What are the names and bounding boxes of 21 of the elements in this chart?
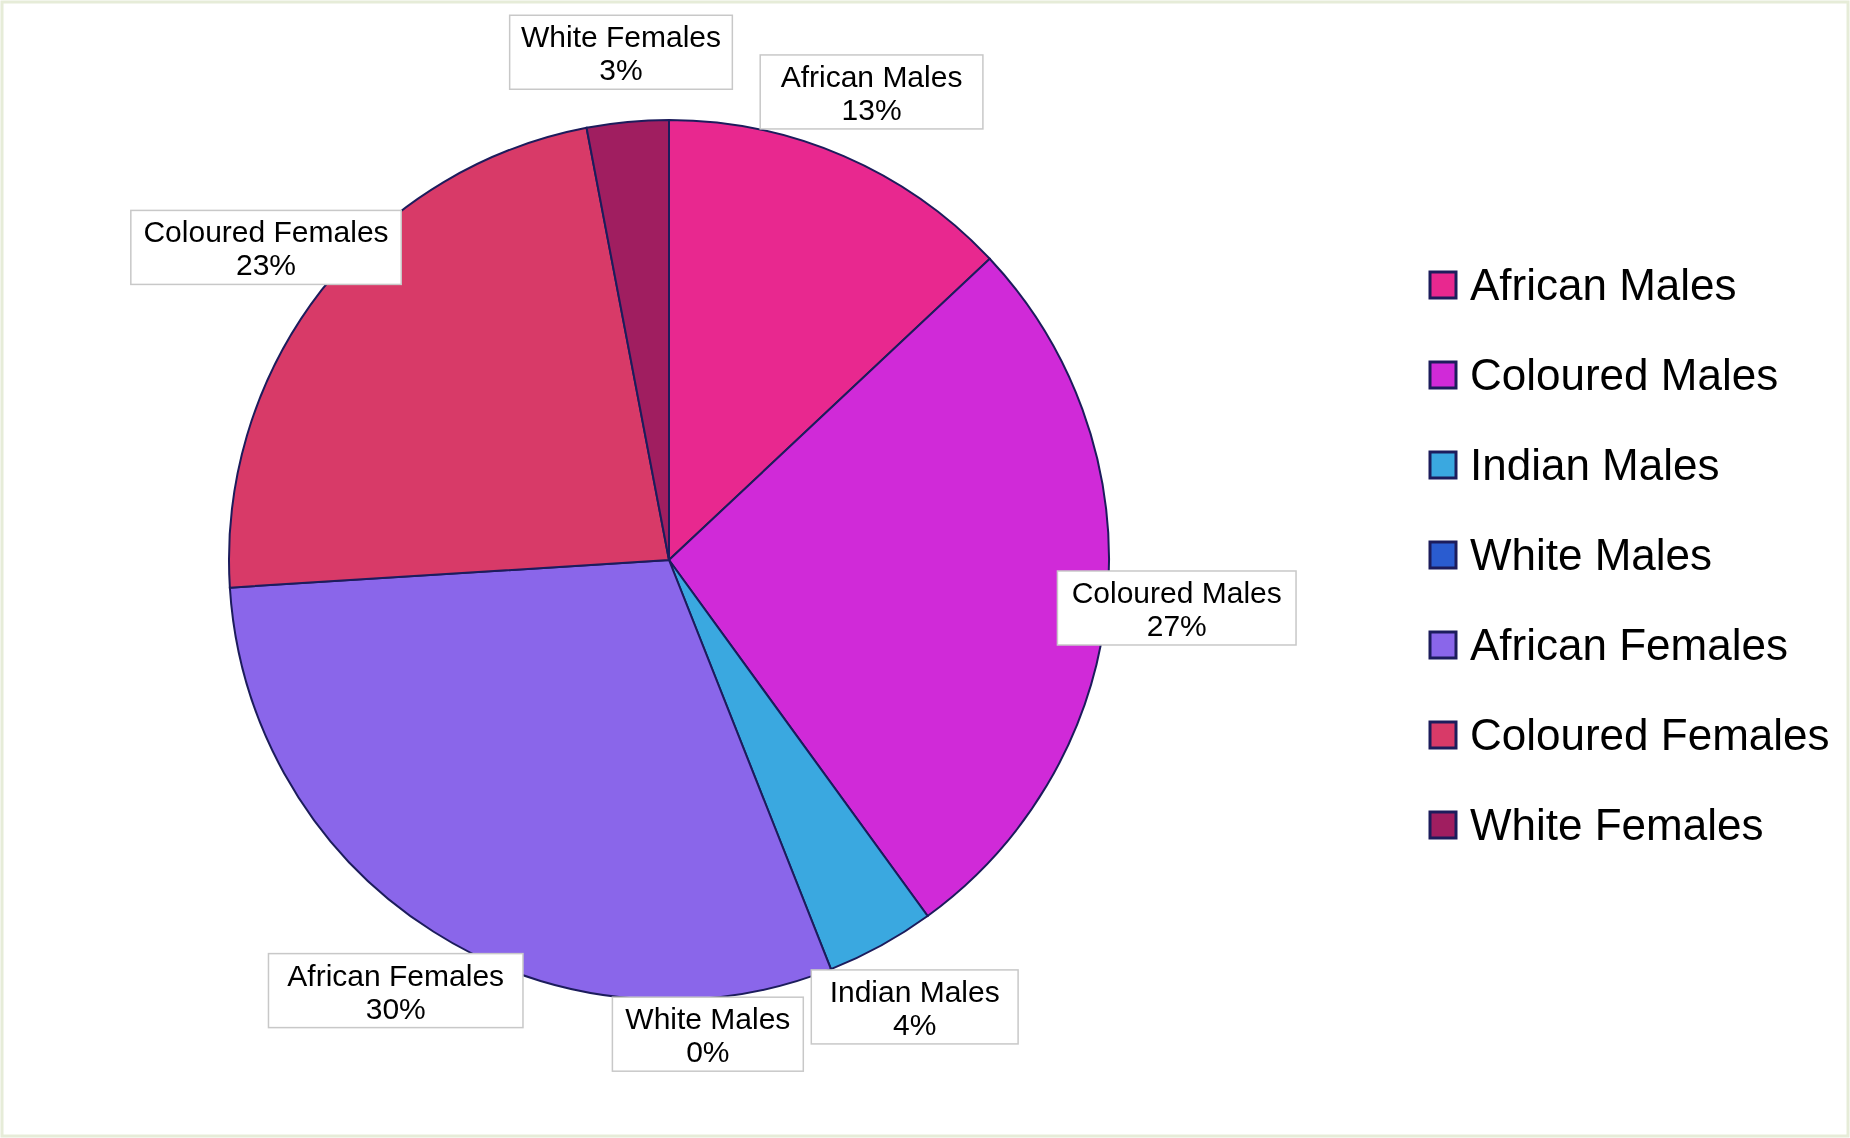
text: 0% bbox=[686, 1035, 730, 1069]
legend-label: Coloured Females bbox=[1470, 710, 1830, 759]
legend-label: Coloured Males bbox=[1470, 350, 1779, 399]
data-label: 23% bbox=[236, 248, 297, 282]
slice-label: Coloured Males bbox=[1071, 576, 1282, 609]
slice-label: White Females bbox=[520, 20, 722, 54]
legend-label: African Females bbox=[1470, 620, 1788, 669]
slice-label: African Females bbox=[287, 958, 505, 992]
data-label: 3% bbox=[599, 53, 643, 87]
legend-label: African Males bbox=[1470, 260, 1737, 309]
data-label: 27% bbox=[1146, 609, 1207, 642]
category-label: White Males bbox=[625, 1002, 791, 1036]
slice-label: Coloured Females bbox=[143, 215, 389, 249]
data-label: 30% bbox=[365, 991, 426, 1025]
legend-label: White Males bbox=[1470, 530, 1713, 579]
legend-label: White Females bbox=[1470, 800, 1764, 849]
data-label: 13% bbox=[841, 92, 902, 126]
slice-label: African Males bbox=[780, 59, 963, 93]
slice-label: Indian Males bbox=[829, 974, 1000, 1008]
data-label: 4% bbox=[893, 1007, 937, 1041]
legend-label: Indian Males bbox=[1470, 440, 1720, 489]
